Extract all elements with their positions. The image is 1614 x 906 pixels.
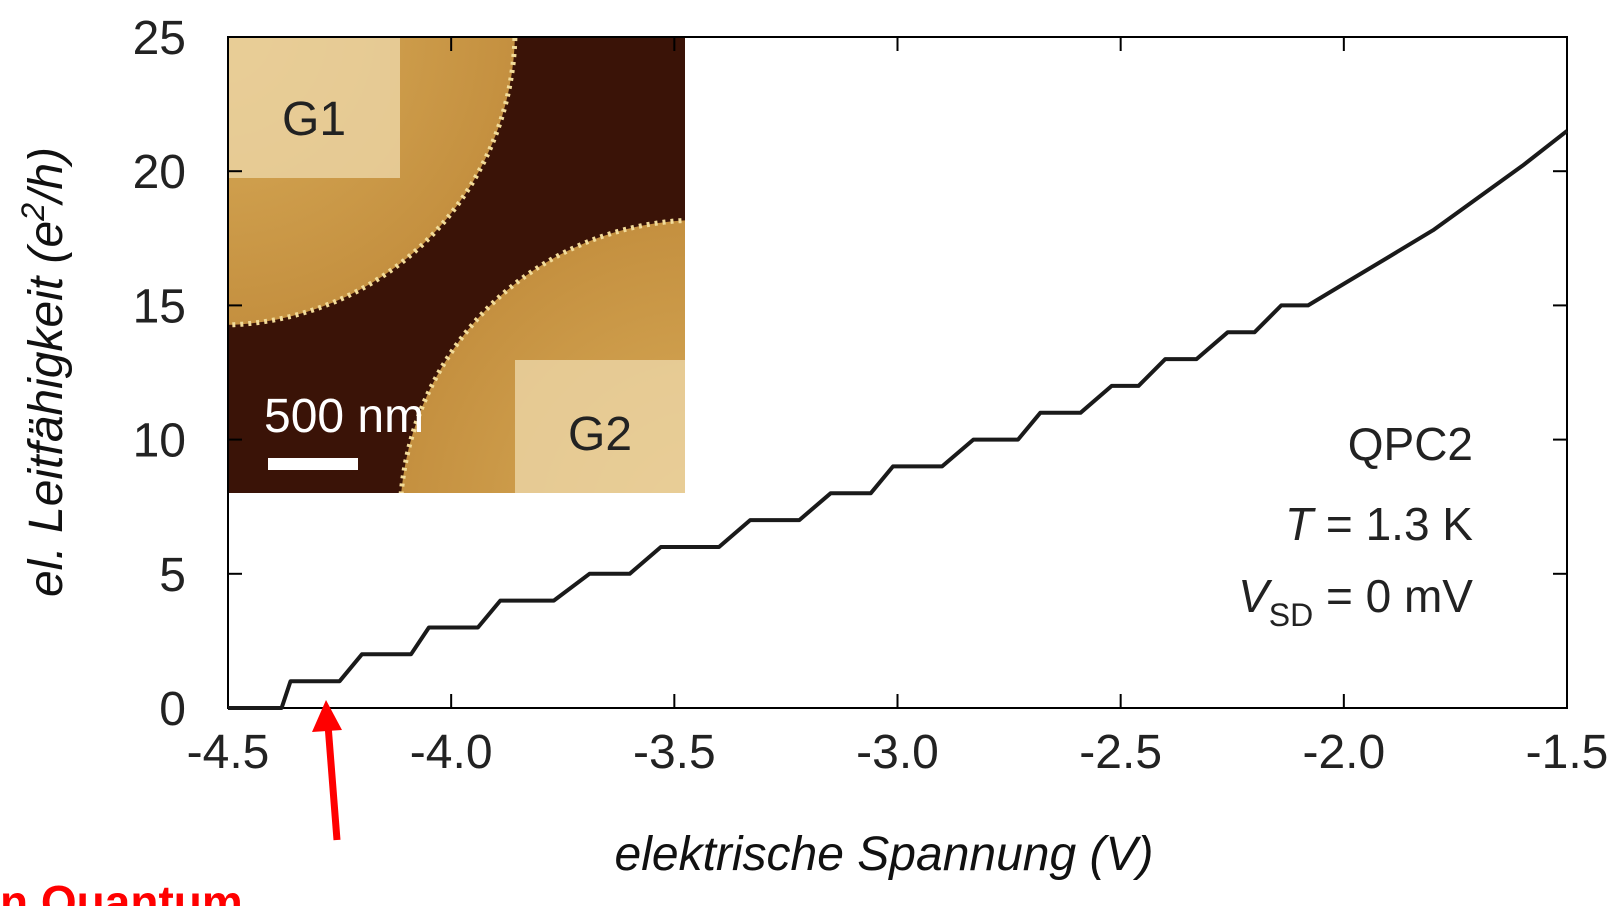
scale-label: 500 nm [264,390,424,443]
arrow [327,712,337,840]
inset-label: G1 [282,93,346,146]
inset-image [0,0,1000,820]
x-tick-label: -2.0 [1302,726,1385,779]
y-tick-label: 10 [133,415,186,468]
annotation: VSD = 0 mV [1238,570,1473,633]
y-tick-label: 25 [133,12,186,65]
annotation-subscript: SD [1269,597,1313,633]
annotation: T = 1.3 K [1285,498,1473,550]
arrow-head [312,700,342,732]
x-tick-label: -3.0 [856,726,939,779]
y-axis-label-text: el. Leitfähigkeit (e [20,221,73,597]
y-axis-label: el. Leitfähigkeit (e2/h) [15,147,73,597]
page: G1 G2 500 nm QPC2 T = 1.3 K VSD = 0 mV e… [0,0,1614,906]
x-tick-label: -3.5 [633,726,716,779]
y-axis-label-sup: 2 [15,203,51,222]
annotation-symbol: T [1285,498,1316,550]
annotation-text: = 1.3 K [1313,498,1473,550]
y-axis-label-tail: /h) [20,147,73,206]
annotation: QPC2 [1348,418,1473,470]
y-tick-label: 15 [133,280,186,333]
x-tick-label: -4.5 [187,726,270,779]
x-axis-label: elektrische Spannung (V) [615,828,1154,881]
chart: G1 G2 500 nm QPC2 T = 1.3 K VSD = 0 mV e… [0,0,1614,906]
y-tick-label: 20 [133,146,186,199]
x-tick-label: -1.5 [1526,726,1609,779]
y-tick-label: 0 [159,683,186,736]
annotation-text: = 0 mV [1313,570,1473,622]
inset-label: G2 [568,408,632,461]
y-tick-label: 5 [159,549,186,602]
arrow-label: n Quantum [0,876,243,906]
x-tick-label: -4.0 [410,726,493,779]
x-tick-label: -2.5 [1079,726,1162,779]
